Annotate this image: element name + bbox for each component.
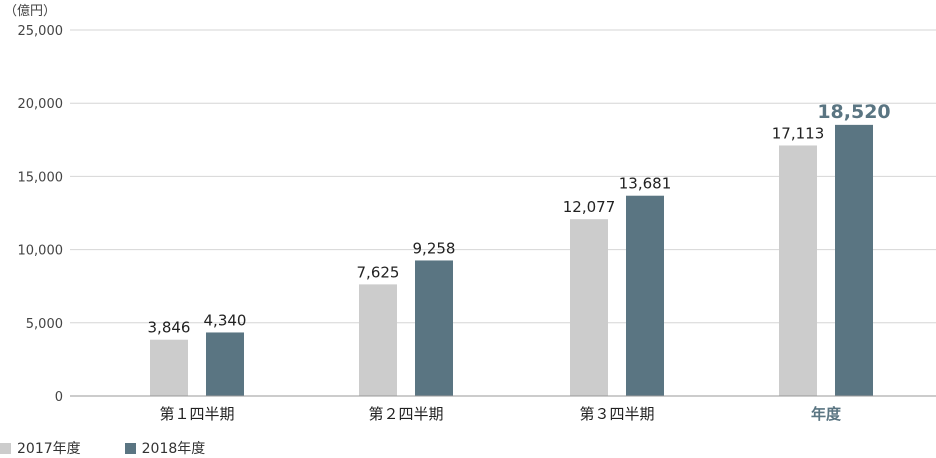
legend-item-2017: 2017年度: [0, 438, 81, 458]
bar-2018: [415, 260, 453, 396]
bars-layer: [150, 125, 873, 396]
bar-2018: [835, 125, 873, 396]
y-tick-label: 0: [55, 390, 63, 405]
x-tick-label: 第２四半期: [368, 405, 443, 423]
data-label: 13,681: [619, 175, 672, 193]
y-tick-label: 10,000: [18, 244, 64, 259]
y-tick-label: 15,000: [18, 170, 64, 185]
y-tick-label: 5,000: [26, 317, 63, 332]
legend-swatch-2017: [0, 443, 11, 454]
x-tick-label: 第１四半期: [159, 405, 234, 423]
data-label: 18,520: [817, 101, 890, 123]
bar-2017: [779, 145, 817, 396]
data-label: 17,113: [772, 124, 825, 142]
bar-2017: [359, 284, 397, 396]
data-label: 9,258: [413, 239, 456, 257]
bar-2018: [626, 196, 664, 396]
bar-2018: [206, 332, 244, 396]
legend-label-2018: 2018年度: [142, 438, 206, 458]
data-label: 7,625: [357, 263, 400, 281]
x-tick-label: 第３四半期: [579, 405, 654, 423]
y-tick-label: 25,000: [18, 24, 64, 39]
data-label: 4,340: [204, 311, 247, 329]
legend: 2017年度 2018年度: [0, 438, 249, 458]
bar-2017: [150, 340, 188, 396]
bar-2017: [570, 219, 608, 396]
y-tick-label: 20,000: [18, 97, 64, 112]
legend-item-2018: 2018年度: [125, 438, 206, 458]
data-label: 3,846: [148, 319, 191, 337]
x-tick-label: 年度: [811, 405, 842, 423]
legend-label-2017: 2017年度: [17, 438, 81, 458]
data-label: 12,077: [563, 198, 616, 216]
legend-swatch-2018: [125, 443, 136, 454]
